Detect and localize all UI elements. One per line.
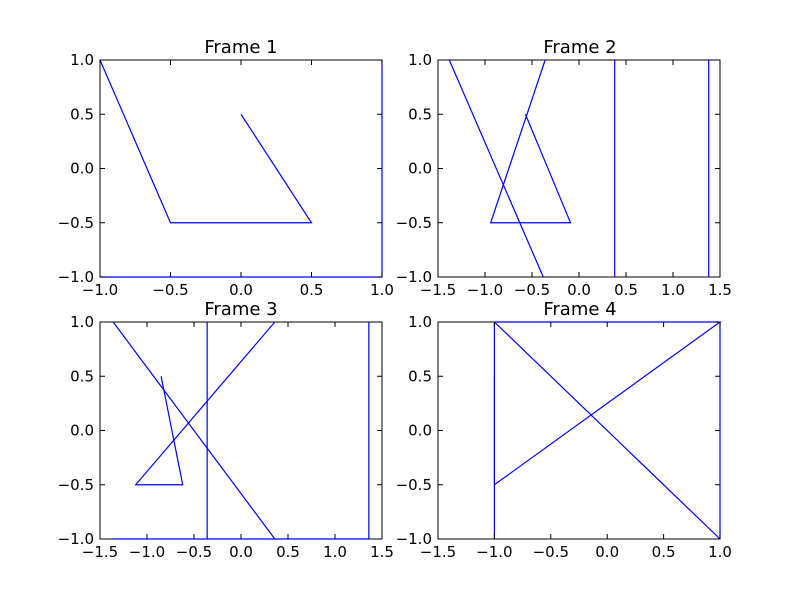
x-tick-label: 1.0: [661, 281, 685, 299]
y-tick-label: −1.0: [58, 530, 94, 548]
y-tick-label: −0.5: [58, 476, 94, 494]
y-tick-label: 1.0: [70, 313, 94, 331]
y-tick-label: −0.5: [58, 214, 94, 232]
y-tick-label: 1.0: [408, 313, 432, 331]
y-tick-label: −1.0: [58, 268, 94, 286]
panel-frame-2: Frame 2 −1.5 −1.0 −0.5 0.0 0.5 1.0 1.5−1.0−0.5…: [396, 37, 732, 299]
x-tick-label: 1.5: [370, 543, 394, 561]
x-tick-label: −1.5: [420, 543, 456, 561]
series-line-1: [99, 59, 313, 224]
y-tick-label: −1.0: [396, 530, 432, 548]
y-tick-label: −1.0: [396, 268, 432, 286]
x-tick-label: −0.5: [176, 543, 212, 561]
x-tick-label: −0.5: [533, 543, 569, 561]
y-tick-label: 1.0: [70, 51, 94, 69]
x-tick-label: 1.0: [708, 543, 732, 561]
y-tick-label: −0.5: [396, 476, 432, 494]
x-tick-label: 0.5: [652, 543, 676, 561]
y-tick-label: 0.0: [408, 160, 432, 178]
x-tick-label: 0.0: [567, 281, 591, 299]
x-tick-label: 1.5: [708, 281, 732, 299]
x-tick-label: 0.0: [229, 543, 253, 561]
series-line-2: [448, 59, 544, 278]
x-tick-label: 0.0: [595, 543, 619, 561]
x-tick-label: −0.5: [514, 281, 550, 299]
x-tick-label: 0.0: [229, 281, 253, 299]
y-tick-label: 0.0: [408, 422, 432, 440]
x-tick-label: 0.5: [300, 281, 324, 299]
x-tick-label: 0.5: [276, 543, 300, 561]
x-tick-label: 0.5: [614, 281, 638, 299]
x-tick-label: −0.5: [152, 281, 188, 299]
x-tick-label: −1.5: [420, 281, 456, 299]
panel-title: Frame 2: [543, 37, 616, 58]
y-tick-label: 0.0: [70, 422, 94, 440]
panel-title: Frame 3: [204, 299, 277, 320]
y-tick-label: 0.5: [408, 105, 432, 123]
x-tick-label: 1.0: [323, 543, 347, 561]
x-tick-label: −1.5: [82, 543, 118, 561]
series-line-1: [489, 59, 572, 224]
y-tick-label: 1.0: [408, 51, 432, 69]
y-tick-label: 0.5: [70, 367, 94, 385]
panel-frame-1: Frame 1 −1.0 −0.5 0.0 0.5 1.0 −1.0 −0.5 0.0 0.5 1…: [58, 37, 394, 299]
panel-frame-4: Frame 4 −1.5 −1.0 −0.5 0.0 0.5 1.0−1.0−0.50.0…: [396, 299, 732, 561]
y-tick-label: 0.0: [70, 160, 94, 178]
panel-title: Frame 1: [204, 37, 277, 58]
x-tick-label: −1.0: [82, 281, 118, 299]
x-tick-label: −1.0: [129, 543, 165, 561]
y-tick-label: 0.5: [408, 367, 432, 385]
x-tick-label: −1.0: [467, 281, 503, 299]
x-tick-label: 1.0: [370, 281, 394, 299]
panel-frame-3: Frame 3 −1.5 −1.0 −0.5 0.0 0.5 1.0 1.5−1.0−0.5…: [58, 299, 394, 561]
series-line-2: [112, 321, 276, 540]
series-line-2: [493, 321, 721, 540]
series-line-1: [134, 321, 276, 486]
panel-title: Frame 4: [543, 299, 616, 320]
y-tick-label: −0.5: [396, 214, 432, 232]
y-tick-label: 0.5: [70, 105, 94, 123]
x-tick-label: −1.0: [476, 543, 512, 561]
